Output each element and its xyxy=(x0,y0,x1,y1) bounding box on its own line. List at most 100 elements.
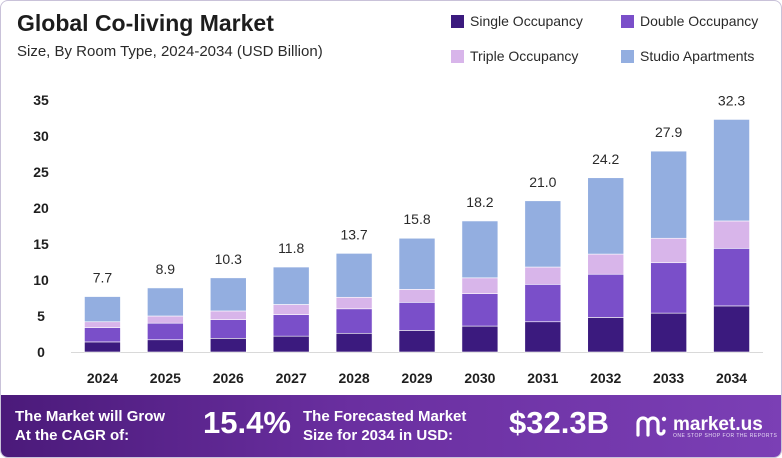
bar-segment-single-occupancy xyxy=(650,312,687,353)
bar-segment-double-occupancy xyxy=(272,314,310,337)
legend-label-triple: Triple Occupancy xyxy=(470,48,579,64)
legend-item-single-occupancy: Single Occupancy xyxy=(451,13,583,29)
x-tick-label: 2024 xyxy=(87,370,118,386)
bar-segment-double-occupancy xyxy=(209,319,247,339)
y-tick-label: 20 xyxy=(33,200,49,216)
x-tick-label: 2033 xyxy=(653,370,684,386)
bar-segment-studio-apartments xyxy=(209,277,247,312)
bar-segment-triple-occupancy xyxy=(650,237,687,264)
chart-title: Global Co-living Market xyxy=(17,10,274,36)
bar-segment-triple-occupancy xyxy=(398,289,436,303)
x-tick-label: 2030 xyxy=(464,370,495,386)
y-tick-label: 10 xyxy=(33,272,49,288)
cagr-label: The Market will Grow At the CAGR of: xyxy=(15,407,165,445)
bar-segment-studio-apartments xyxy=(524,200,562,268)
bar-segment-double-occupancy xyxy=(147,322,184,341)
bar-total-label: 32.3 xyxy=(718,92,745,108)
footer-banner: The Market will Grow At the CAGR of: 15.… xyxy=(1,395,781,457)
bar-segment-triple-occupancy xyxy=(84,321,121,328)
y-tick-label: 25 xyxy=(33,164,49,180)
bar-segment-double-occupancy xyxy=(84,327,121,343)
legend-item-studio-apartments: Studio Apartments xyxy=(621,48,754,64)
legend-item-double-occupancy: Double Occupancy xyxy=(621,13,758,29)
y-tick-label: 15 xyxy=(33,236,49,252)
bar-segment-studio-apartments xyxy=(713,119,750,222)
bar-segment-triple-occupancy xyxy=(461,277,499,294)
bar-segment-triple-occupancy xyxy=(524,266,562,285)
bar-segment-single-occupancy xyxy=(335,332,373,353)
legend-swatch-studio xyxy=(621,49,634,63)
x-tick-label: 2026 xyxy=(213,370,244,386)
legend-swatch-double xyxy=(621,14,634,28)
bar-total-label: 15.8 xyxy=(403,211,430,227)
bar-total-label: 13.7 xyxy=(340,226,367,242)
bar-segment-studio-apartments xyxy=(461,220,499,279)
bar-segment-studio-apartments xyxy=(587,177,625,255)
forecast-value: $32.3B xyxy=(509,405,609,440)
market-us-logo-icon xyxy=(636,416,667,437)
bar-total-label: 7.7 xyxy=(93,270,113,286)
bar-total-label: 24.2 xyxy=(592,151,619,167)
chart-subtitle: Size, By Room Type, 2024-2034 (USD Billi… xyxy=(17,43,323,60)
bar-total-label: 18.2 xyxy=(466,194,493,210)
bar-segment-triple-occupancy xyxy=(335,296,373,310)
bar-segment-triple-occupancy xyxy=(587,253,625,275)
legend-item-triple-occupancy: Triple Occupancy xyxy=(451,48,578,64)
cagr-value: 15.4% xyxy=(203,405,291,440)
bar-segment-studio-apartments xyxy=(335,253,373,298)
bar-total-label: 8.9 xyxy=(156,261,176,277)
x-tick-label: 2027 xyxy=(276,370,307,386)
bar-segment-double-occupancy xyxy=(713,248,750,307)
bar-total-label: 27.9 xyxy=(655,124,682,140)
bar-segment-triple-occupancy xyxy=(209,310,247,320)
brand-tagline: ONE STOP SHOP FOR THE REPORTS xyxy=(673,433,778,439)
bar-segment-single-occupancy xyxy=(713,305,750,353)
bar-segment-studio-apartments xyxy=(650,150,687,239)
y-tick-label: 5 xyxy=(37,308,45,324)
cagr-label-line1: The Market will Grow xyxy=(15,408,166,425)
bar-segment-double-occupancy xyxy=(398,302,436,331)
bar-segment-single-occupancy xyxy=(84,341,121,353)
bar-segment-triple-occupancy xyxy=(147,315,184,324)
legend-label-studio: Studio Apartments xyxy=(640,48,755,64)
bar-segment-triple-occupancy xyxy=(272,304,310,315)
bar-segment-triple-occupancy xyxy=(713,220,750,249)
legend-label-double: Double Occupancy xyxy=(640,13,759,29)
stacked-bar-chart: 051015202530357.720248.9202510.3202611.8… xyxy=(33,92,763,386)
y-tick-label: 35 xyxy=(33,92,49,108)
bar-segment-studio-apartments xyxy=(147,287,184,317)
bar-total-label: 10.3 xyxy=(215,251,242,267)
bar-segment-single-occupancy xyxy=(461,325,499,353)
bar-segment-single-occupancy xyxy=(147,339,184,353)
bar-segment-single-occupancy xyxy=(398,330,436,353)
bar-segment-single-occupancy xyxy=(209,338,247,353)
forecast-label-line2: Size for 2034 in USD: xyxy=(303,427,454,444)
cagr-label-line2: At the CAGR of: xyxy=(15,427,130,444)
forecast-label-line1: The Forecasted Market xyxy=(303,408,467,425)
bar-segment-double-occupancy xyxy=(335,308,373,334)
y-tick-label: 0 xyxy=(37,344,45,360)
bar-segment-studio-apartments xyxy=(398,237,436,290)
bar-segment-single-occupancy xyxy=(587,317,625,353)
brand-name: market.us xyxy=(673,414,763,435)
bar-total-label: 11.8 xyxy=(278,240,304,256)
bar-total-label: 21.0 xyxy=(529,174,556,190)
bar-segment-double-occupancy xyxy=(587,273,625,318)
bar-segment-single-occupancy xyxy=(272,335,310,353)
bar-segment-double-occupancy xyxy=(650,262,687,314)
x-tick-label: 2029 xyxy=(401,370,432,386)
x-tick-label: 2032 xyxy=(590,370,621,386)
bar-segment-double-occupancy xyxy=(461,293,499,327)
x-tick-label: 2031 xyxy=(527,370,558,386)
bar-segment-single-occupancy xyxy=(524,321,562,353)
forecast-label: The Forecasted Market Size for 2034 in U… xyxy=(303,407,466,445)
brand-logo: market.us ONE STOP SHOP FOR THE REPORTS xyxy=(635,411,777,439)
legend-swatch-single xyxy=(451,14,464,28)
legend-swatch-triple xyxy=(451,49,464,63)
bar-segment-studio-apartments xyxy=(272,266,310,305)
x-tick-label: 2025 xyxy=(150,370,181,386)
y-tick-label: 30 xyxy=(33,128,49,144)
bar-segment-studio-apartments xyxy=(84,296,121,323)
bar-segment-double-occupancy xyxy=(524,284,562,323)
